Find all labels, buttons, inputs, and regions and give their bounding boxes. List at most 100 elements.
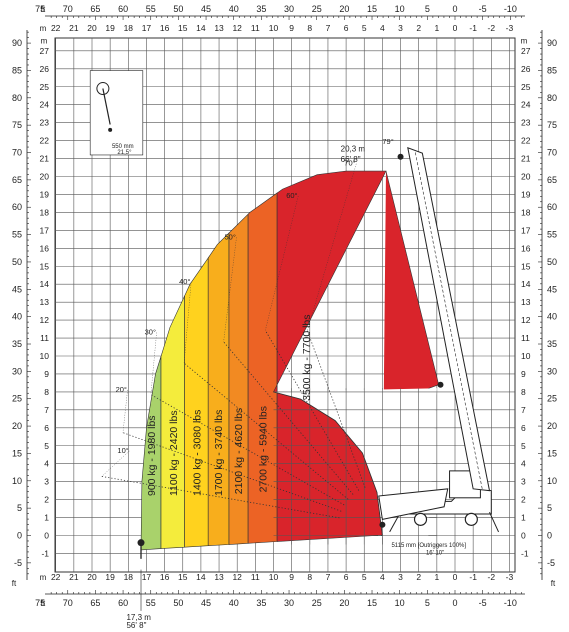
right-ft-label: 50	[547, 257, 557, 267]
top-ft-label: 25	[312, 4, 322, 14]
right-ft-label: 0	[547, 531, 552, 541]
top-ft-label: -5	[479, 4, 487, 14]
bottom-m-label: 15	[178, 572, 188, 582]
left-m-label: 15	[40, 261, 50, 271]
bottom-m-label: 2	[416, 572, 421, 582]
right-m-label: 9	[521, 369, 526, 379]
bottom-ft-label: 70	[63, 598, 73, 608]
right-ft-label: 15	[547, 448, 557, 458]
bottom-ft-label: 30	[284, 598, 294, 608]
top-m-label: 5	[362, 23, 367, 33]
right-m-label: 10	[521, 351, 531, 361]
right-ft-label: 75	[547, 120, 557, 130]
left-m-label: 6	[44, 423, 49, 433]
bottom-m-label: 20	[87, 572, 97, 582]
top-m-label: 9	[289, 23, 294, 33]
right-m-label: 22	[521, 136, 531, 146]
angle-ray	[264, 330, 360, 491]
right-m-label: 17	[521, 225, 531, 235]
bottom-m-label: 10	[269, 572, 279, 582]
outrigger-rear	[489, 511, 500, 533]
inset-metric: 550 mm	[112, 144, 134, 150]
top-m-unit: m	[40, 24, 47, 33]
left-m-label: 20	[40, 172, 50, 182]
right-m-label: 20	[521, 172, 531, 182]
left-ft-label: 25	[12, 394, 22, 404]
bottom-m-label: 18	[124, 572, 134, 582]
bottom-ft-label: -5	[479, 598, 487, 608]
top-m-label: 2	[416, 23, 421, 33]
angle-leader	[265, 195, 299, 331]
right-m-label: 15	[521, 261, 531, 271]
zone-label-2: 1100 kg - 2420 lbs	[168, 410, 180, 496]
bottom-ft-label: 60	[118, 598, 128, 608]
bottom-m-label: 6	[344, 572, 349, 582]
angle-label: 70°	[344, 159, 355, 168]
left-m-unit: m	[41, 37, 48, 46]
inset-box	[89, 70, 144, 156]
top-m-label: -1	[469, 23, 477, 33]
top-ft-label: 10	[395, 4, 405, 14]
bottom-m-label: 16	[160, 572, 170, 582]
angle-label: 20°	[116, 385, 127, 394]
angle-rays	[101, 330, 366, 519]
max-height-metric: 20,3 m	[341, 144, 366, 153]
left-ft-label: 10	[12, 476, 22, 486]
right-m-label: 21	[521, 154, 531, 164]
bottom-m-label: 21	[69, 572, 79, 582]
angle-label: 79°	[382, 137, 393, 146]
right-m-label: -1	[521, 548, 529, 558]
bottom-ft-label: 10	[395, 598, 405, 608]
boom-head-mid	[437, 381, 444, 388]
right-m-label: 26	[521, 64, 531, 74]
left-ft-label: -5	[14, 558, 22, 568]
zone-label-4: 1700 kg - 3740 lbs	[213, 410, 225, 496]
angle-ray	[183, 362, 349, 500]
bottom-m-label: 11	[251, 572, 260, 582]
top-ft-label: 75	[35, 4, 45, 14]
right-ft-label: 65	[547, 175, 557, 185]
boom-retracted	[378, 488, 449, 520]
right-m-label: 2	[521, 495, 526, 505]
right-m-label: 12	[521, 315, 531, 325]
right-m-label: 16	[521, 243, 531, 253]
angle-ray	[223, 341, 354, 495]
bottom-m-label: 8	[307, 572, 312, 582]
left-ft-label: 75	[12, 120, 22, 130]
angle-leader	[122, 389, 128, 433]
bottom-m-label: 3	[398, 572, 403, 582]
boom-hose	[414, 151, 483, 489]
right-ft-label: 10	[547, 476, 557, 486]
right-m-label: 19	[521, 189, 531, 199]
bottom-ft-label: 15	[367, 598, 377, 608]
right-ft-label: 40	[547, 312, 557, 322]
boom-head-extended	[397, 153, 404, 160]
load-zone-3	[184, 256, 209, 548]
top-m-label: 13	[214, 23, 224, 33]
top-m-label: 15	[178, 23, 188, 33]
zone-label-6: 2700 kg - 5940 lbs	[258, 406, 270, 492]
left-m-label: 7	[44, 405, 49, 415]
top-m-label: 20	[87, 23, 97, 33]
angle-label: 50°	[224, 232, 235, 241]
left-m-label: 27	[40, 46, 50, 56]
right-ft-label: 90	[547, 38, 557, 48]
bottom-ft-label: 45	[201, 598, 211, 608]
angle-leader	[223, 237, 237, 342]
left-m-label: 19	[40, 189, 50, 199]
right-m-label: 5	[521, 441, 526, 451]
left-m-label: 17	[40, 225, 50, 235]
right-ft-label: 30	[547, 366, 557, 376]
top-m-label: 3	[398, 23, 403, 33]
bottom-m-label: 9	[289, 572, 294, 582]
bottom-ft-label: -10	[504, 598, 517, 608]
right-ft-label: 85	[547, 65, 557, 75]
right-ft-unit: ft	[551, 579, 556, 588]
right-ft-label: 70	[547, 148, 557, 158]
right-m-label: 13	[521, 297, 531, 307]
top-m-label: 18	[124, 23, 134, 33]
telehandler-drawing	[89, 70, 500, 559]
bottom-ft-label: 0	[452, 598, 457, 608]
angle-label: 30°	[145, 327, 156, 336]
